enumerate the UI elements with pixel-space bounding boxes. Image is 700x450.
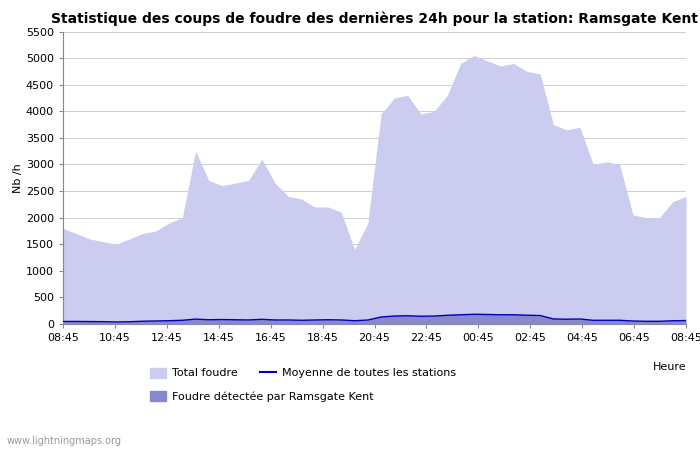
Y-axis label: Nb /h: Nb /h [13, 163, 23, 193]
Legend: Foudre détectée par Ramsgate Kent: Foudre détectée par Ramsgate Kent [150, 391, 373, 402]
Text: Heure: Heure [652, 362, 686, 372]
Title: Statistique des coups de foudre des dernières 24h pour la station: Ramsgate Kent: Statistique des coups de foudre des dern… [51, 12, 698, 26]
Text: www.lightningmaps.org: www.lightningmaps.org [7, 436, 122, 446]
